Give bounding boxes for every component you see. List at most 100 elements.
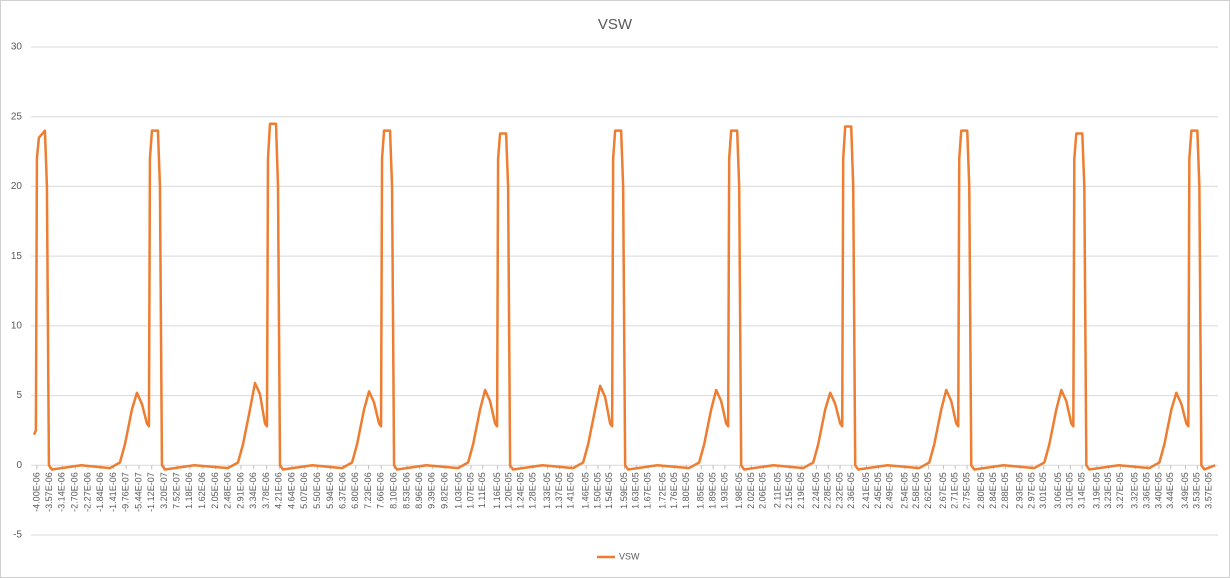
x-tick-label: -4.00E-06	[31, 472, 41, 512]
x-tick-label: 4.21E-06	[274, 472, 284, 509]
x-tick-label: 3.20E-07	[159, 472, 169, 509]
x-tick-label: 1.41E-05	[566, 472, 576, 509]
x-tick-label: 7.23E-06	[363, 472, 373, 509]
x-tick-label: 3.32E-05	[1130, 472, 1140, 509]
y-tick-label: 30	[11, 42, 23, 53]
x-tick-label: 3.23E-05	[1103, 472, 1113, 509]
x-tick-label: 3.53E-05	[1192, 472, 1202, 509]
x-tick-label: 2.36E-05	[846, 472, 856, 509]
x-tick-label: 2.32E-05	[834, 472, 844, 509]
x-tick-label: 1.76E-05	[669, 472, 679, 509]
x-tick-label: 3.49E-05	[1180, 472, 1190, 509]
x-tick-label: 5.50E-06	[312, 472, 322, 509]
chart-title: VSW	[598, 16, 633, 33]
x-tick-label: 3.78E-06	[261, 472, 271, 509]
y-tick-label: 10	[11, 320, 23, 331]
x-tick-label: 1.16E-05	[492, 472, 502, 509]
x-tick-label: 1.98E-05	[734, 472, 744, 509]
x-tick-label: 2.24E-05	[811, 472, 821, 509]
x-tick-label: -9.76E-07	[121, 472, 131, 512]
x-tick-label: -3.57E-06	[44, 472, 54, 512]
x-tick-label: 1.59E-05	[619, 472, 629, 509]
x-tick-label: 6.80E-06	[350, 472, 360, 509]
x-tick-label: 9.39E-06	[427, 472, 437, 509]
x-tick-label: 1.03E-05	[454, 472, 464, 509]
x-tick-label: 2.67E-05	[938, 472, 948, 509]
x-tick-label: 6.37E-06	[337, 472, 347, 509]
x-tick-label: 1.28E-05	[527, 472, 537, 509]
x-tick-label: 3.19E-05	[1091, 472, 1101, 509]
x-tick-label: 2.91E-06	[235, 472, 245, 509]
x-tick-label: 1.50E-05	[592, 472, 602, 509]
x-tick-label: 3.34E-06	[248, 472, 258, 509]
y-tick-label: 0	[16, 460, 22, 471]
x-tick-label: 2.15E-05	[784, 472, 794, 509]
x-tick-label: 2.41E-05	[861, 472, 871, 509]
x-tick-label: -1.41E-06	[108, 472, 118, 512]
x-tick-label: 2.80E-05	[976, 472, 986, 509]
x-tick-label: 1.20E-05	[504, 472, 514, 509]
x-tick-label: 3.14E-05	[1077, 472, 1087, 509]
y-tick-label: 25	[11, 111, 23, 122]
x-tick-label: 2.19E-05	[796, 472, 806, 509]
x-tick-label: 2.11E-05	[772, 472, 782, 508]
x-tick-label: 1.07E-05	[465, 472, 475, 509]
x-tick-label: 3.57E-05	[1204, 472, 1214, 509]
y-tick-label: 20	[11, 181, 23, 192]
x-tick-label: 3.27E-05	[1115, 472, 1125, 509]
x-tick-label: 3.01E-05	[1038, 472, 1048, 509]
y-tick-label: 5	[16, 390, 22, 401]
x-tick-label: 2.28E-05	[823, 472, 833, 509]
x-tick-label: 1.72E-05	[657, 472, 667, 509]
x-tick-label: 1.11E-05	[477, 472, 487, 508]
x-tick-label: 2.49E-05	[885, 472, 895, 509]
x-tick-label: 2.02E-05	[746, 472, 756, 509]
x-tick-label: 1.46E-05	[580, 472, 590, 509]
x-tick-label: 7.52E-07	[172, 472, 182, 509]
x-tick-label: 2.48E-06	[223, 472, 233, 509]
x-tick-label: 2.05E-06	[210, 472, 220, 509]
x-tick-label: 2.88E-05	[1000, 472, 1010, 509]
x-tick-label: -5.44E-07	[133, 472, 143, 512]
x-tick-label: 3.06E-05	[1053, 472, 1063, 509]
x-tick-label: -1.84E-06	[95, 472, 105, 512]
x-tick-label: 3.44E-05	[1165, 472, 1175, 509]
x-tick-label: 8.53E-06	[401, 472, 411, 509]
x-tick-label: 1.37E-05	[554, 472, 564, 509]
x-tick-label: 5.94E-06	[325, 472, 335, 509]
x-tick-label: 3.40E-05	[1153, 472, 1163, 509]
x-tick-label: 1.33E-05	[542, 472, 552, 509]
x-tick-label: 2.97E-05	[1026, 472, 1036, 509]
x-tick-label: 2.93E-05	[1015, 472, 1025, 509]
x-tick-label: 1.18E-06	[184, 472, 194, 509]
x-tick-label: 9.82E-06	[439, 472, 449, 509]
x-tick-label: 1.80E-05	[681, 472, 691, 509]
x-tick-label: 8.10E-06	[389, 472, 399, 509]
x-tick-label: 2.06E-05	[758, 472, 768, 509]
x-tick-label: 1.62E-06	[197, 472, 207, 509]
x-tick-label: 1.54E-05	[604, 472, 614, 509]
y-tick-label: 15	[11, 251, 23, 262]
x-tick-label: 1.63E-05	[631, 472, 641, 509]
legend-label: VSW	[619, 551, 640, 561]
x-tick-label: -3.14E-06	[57, 472, 67, 512]
x-tick-label: 7.66E-06	[376, 472, 386, 509]
x-tick-label: 2.71E-05	[950, 472, 960, 509]
x-tick-label: -2.70E-06	[70, 472, 80, 512]
x-tick-label: 1.89E-05	[707, 472, 717, 509]
y-tick-label: -5	[13, 530, 22, 541]
data-line	[32, 122, 1216, 471]
x-tick-label: 2.54E-05	[899, 472, 909, 509]
x-tick-label: 1.85E-05	[696, 472, 706, 509]
x-tick-label: 3.10E-05	[1065, 472, 1075, 509]
x-tick-label: 1.93E-05	[719, 472, 729, 509]
x-tick-label: 2.75E-05	[961, 472, 971, 509]
x-tick-label: 1.24E-05	[516, 472, 526, 509]
x-tick-label: 5.07E-06	[299, 472, 309, 509]
x-tick-label: 2.84E-05	[988, 472, 998, 509]
x-tick-label: 2.62E-05	[923, 472, 933, 509]
x-tick-label: 4.64E-06	[286, 472, 296, 509]
x-tick-label: 2.58E-05	[911, 472, 921, 509]
